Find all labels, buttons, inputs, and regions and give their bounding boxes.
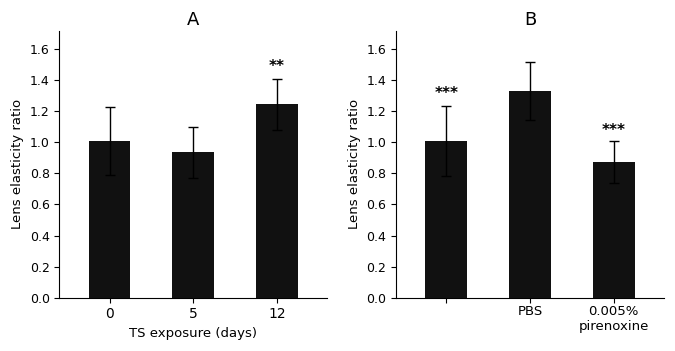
Bar <box>593 162 634 298</box>
Text: ***: *** <box>435 86 458 100</box>
Text: **: ** <box>269 59 285 74</box>
Bar <box>88 141 130 298</box>
Y-axis label: Lens elasticity ratio: Lens elasticity ratio <box>11 99 24 229</box>
Bar <box>425 141 467 298</box>
Title: B: B <box>524 11 536 29</box>
Bar <box>172 152 214 298</box>
Text: ***: *** <box>601 123 626 138</box>
Title: A: A <box>187 11 199 29</box>
Bar <box>509 91 551 298</box>
X-axis label: TS exposure (days): TS exposure (days) <box>129 327 257 340</box>
Bar <box>256 104 298 298</box>
Y-axis label: Lens elasticity ratio: Lens elasticity ratio <box>348 99 361 229</box>
